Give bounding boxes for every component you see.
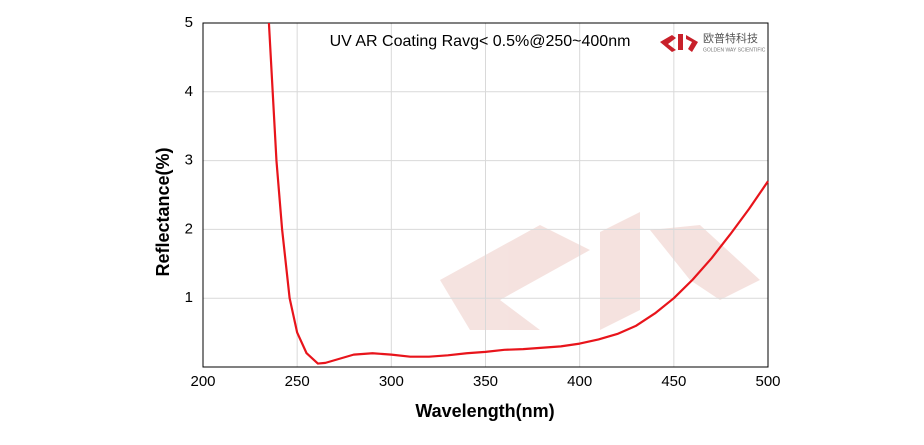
y-tick-label: 1	[185, 289, 193, 306]
x-tick-label: 200	[190, 373, 215, 390]
x-tick-label: 350	[473, 373, 498, 390]
y-tick-label: 4	[185, 83, 193, 100]
y-axis-label: Reflectance(%)	[153, 147, 173, 276]
x-tick-label: 300	[379, 373, 404, 390]
watermark	[440, 212, 760, 330]
y-tick-label: 2	[185, 220, 193, 237]
logo-text: 欧普特科技	[703, 31, 758, 45]
chart-title: UV AR Coating Ravg< 0.5%@250~400nm	[330, 33, 631, 50]
x-tick-label: 250	[285, 373, 310, 390]
logo-icon	[660, 34, 698, 52]
x-axis-label: Wavelength(nm)	[415, 401, 554, 421]
y-tick-label: 3	[185, 152, 193, 169]
x-tick-label: 400	[567, 373, 592, 390]
x-tick-label: 500	[755, 373, 780, 390]
logo-subtext: GOLDEN WAY SCIENTIFIC	[703, 47, 766, 53]
x-tick-label: 450	[661, 373, 686, 390]
data-line	[267, 22, 769, 365]
plot-frame	[202, 22, 769, 368]
y-tick-label: 5	[185, 14, 193, 31]
